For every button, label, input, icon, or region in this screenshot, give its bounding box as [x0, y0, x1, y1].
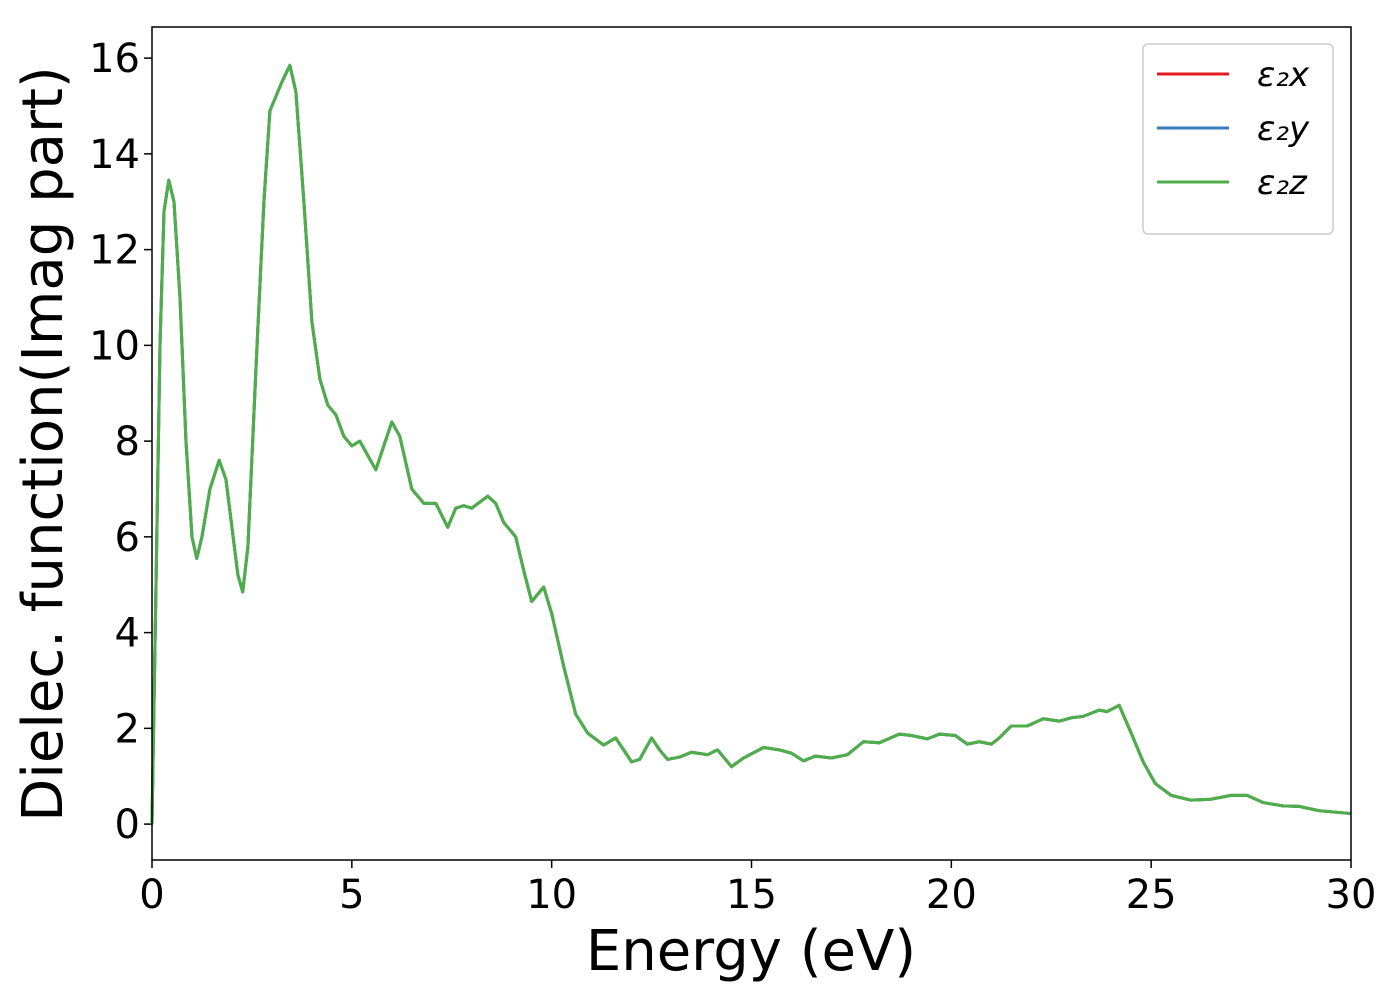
x-axis-label: Energy (eV)	[586, 919, 916, 984]
x-tick-label: 5	[339, 872, 364, 918]
y-tick-label: 12	[89, 228, 140, 274]
y-tick-label: 16	[89, 36, 140, 82]
legend-label: ε₂z	[1257, 163, 1308, 203]
x-tick-label: 30	[1326, 872, 1377, 918]
x-tick-label: 20	[926, 872, 977, 918]
y-tick-label: 2	[115, 706, 140, 752]
legend-label: ε₂y	[1257, 109, 1310, 149]
x-tick-label: 0	[139, 872, 164, 918]
data-line	[150, 63, 1352, 825]
legend-box	[1142, 43, 1334, 235]
y-tick-label: 0	[115, 802, 140, 848]
y-tick-label: 10	[89, 323, 140, 369]
x-tick-label: 10	[526, 872, 577, 918]
plot-frame	[151, 26, 1352, 861]
x-tick-label: 25	[1126, 872, 1177, 918]
y-axis-label: Dielec. function(Imag part)	[11, 66, 76, 822]
legend-label: ε₂x	[1257, 55, 1310, 95]
y-tick-label: 8	[115, 419, 140, 465]
y-tick-label: 4	[115, 611, 140, 657]
y-tick-label: 14	[89, 132, 140, 178]
y-tick-label: 6	[115, 515, 140, 561]
x-tick-label: 15	[726, 872, 777, 918]
